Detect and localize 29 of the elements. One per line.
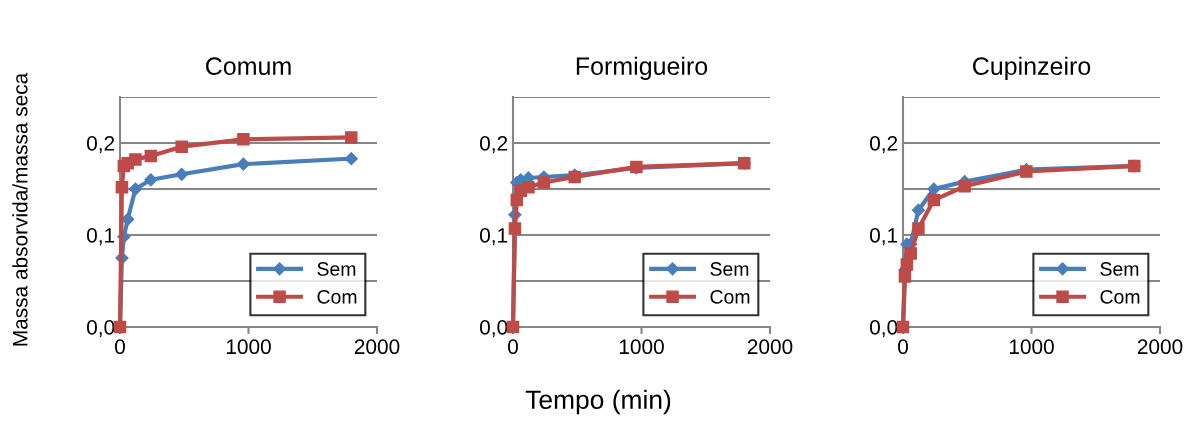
y-tick-label: 0,2	[479, 136, 508, 154]
x-tick-label: 1000	[1009, 339, 1054, 355]
legend-label: Sem	[1100, 262, 1139, 276]
y-tick-label: 0,2	[869, 136, 898, 154]
x-tick-label: 2000	[1137, 339, 1183, 355]
x-tick-label: 1000	[226, 339, 271, 355]
y-tick-label: 0,0	[479, 320, 508, 338]
x-tick-label: 0	[508, 339, 518, 355]
y-tick-label: 0,0	[869, 320, 898, 338]
y-tick-label: 0,0	[86, 320, 115, 338]
x-axis-title: Tempo (min)	[525, 389, 671, 415]
legend-label: Sem	[317, 262, 356, 276]
y-tick-label: 0,1	[86, 228, 115, 246]
chart-title: Comum	[206, 57, 291, 76]
x-tick-label: 1000	[619, 339, 664, 355]
x-tick-label: 0	[898, 339, 908, 355]
chart-title: Formigueiro	[576, 56, 708, 80]
y-tick-label: 0,2	[86, 136, 115, 154]
legend-label: Com	[710, 289, 750, 304]
y-tick-label: 0,1	[869, 228, 898, 246]
legend-label: Sem	[710, 262, 749, 276]
legend-label: Com	[1100, 289, 1140, 304]
x-tick-label: 2000	[354, 339, 400, 355]
chart-title: Cupinzeiro	[973, 56, 1091, 80]
y-tick-label: 0,1	[479, 228, 508, 246]
x-tick-label: 0	[115, 339, 125, 355]
legend-label: Com	[317, 289, 357, 304]
x-tick-label: 2000	[747, 339, 793, 355]
y-axis-title: Massa absorvida/massa seca	[12, 72, 28, 346]
